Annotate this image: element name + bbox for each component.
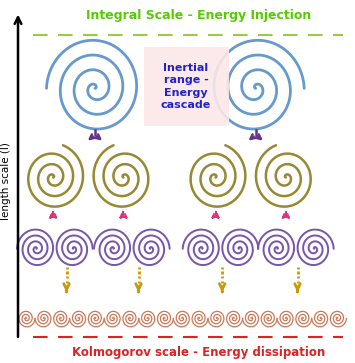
Text: length scale (l): length scale (l): [1, 142, 11, 220]
FancyBboxPatch shape: [143, 47, 229, 126]
Text: Integral Scale - Energy Injection: Integral Scale - Energy Injection: [86, 9, 311, 22]
Text: Inertial
range -
Energy
cascade: Inertial range - Energy cascade: [161, 63, 211, 110]
Text: Kolmogorov scale - Energy dissipation: Kolmogorov scale - Energy dissipation: [72, 346, 326, 359]
